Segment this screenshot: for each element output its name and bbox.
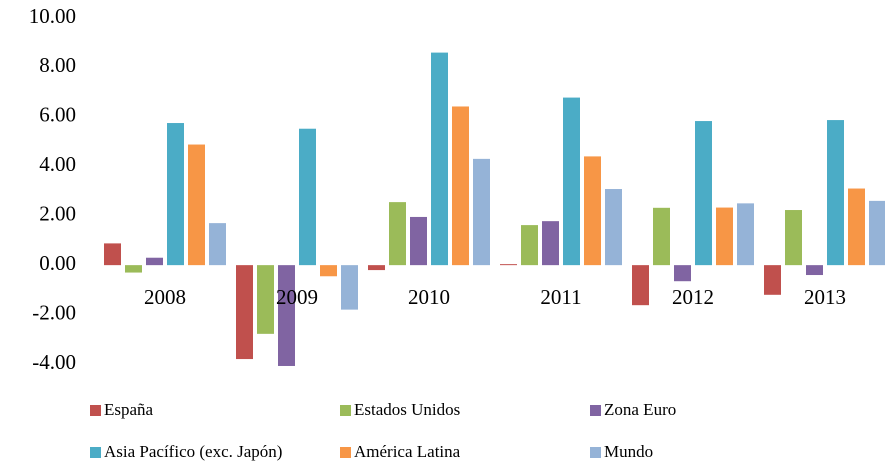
y-tick-label: -4.00	[32, 350, 76, 374]
y-tick-label: 2.00	[39, 202, 76, 226]
legend-swatch	[90, 447, 101, 458]
legend-label: Zona Euro	[604, 400, 676, 419]
bar	[827, 120, 844, 266]
bar	[542, 221, 559, 266]
bar	[806, 265, 823, 276]
x-tick-label: 2008	[144, 285, 186, 309]
bar	[500, 264, 517, 266]
y-tick-label: 6.00	[39, 103, 76, 127]
legend-label: Asia Pacífico (exc. Japón)	[104, 442, 282, 461]
y-tick-label: 10.00	[29, 4, 76, 28]
bar	[320, 265, 337, 277]
bar	[188, 144, 205, 266]
bar	[257, 265, 274, 334]
y-tick-label: -2.00	[32, 300, 76, 324]
legend-swatch	[90, 405, 101, 416]
bar	[737, 203, 754, 266]
bar	[452, 106, 469, 266]
bar	[236, 265, 253, 360]
y-tick-label: 4.00	[39, 152, 76, 176]
x-tick-label: 2009	[276, 285, 318, 309]
bar	[695, 121, 712, 266]
legend-label: Estados Unidos	[354, 400, 460, 419]
bar	[785, 210, 802, 266]
bar	[431, 52, 448, 266]
y-tick-label: 8.00	[39, 53, 76, 77]
bar	[368, 265, 385, 271]
bar	[605, 189, 622, 266]
bar	[473, 158, 490, 266]
legend-label: América Latina	[354, 442, 461, 461]
x-tick-label: 2013	[804, 285, 846, 309]
bar	[167, 123, 184, 266]
bar	[278, 265, 295, 366]
bar	[584, 156, 601, 266]
bar	[632, 265, 649, 306]
legend-swatch	[590, 405, 601, 416]
bar	[716, 207, 733, 266]
legend-label: Mundo	[604, 442, 653, 461]
bar	[848, 188, 865, 266]
bar	[125, 265, 142, 273]
bar	[764, 265, 781, 295]
bar	[209, 223, 226, 266]
bar	[104, 243, 121, 266]
x-tick-label: 2012	[672, 285, 714, 309]
x-tick-label: 2010	[408, 285, 450, 309]
bar	[563, 97, 580, 266]
legend-label: España	[104, 400, 154, 419]
bar	[341, 265, 358, 310]
y-tick-label: 0.00	[39, 251, 76, 275]
bar	[869, 200, 885, 266]
bar	[653, 207, 670, 266]
bar	[389, 202, 406, 266]
bar	[410, 216, 427, 266]
legend-swatch	[590, 447, 601, 458]
legend-swatch	[340, 405, 351, 416]
bar	[521, 225, 538, 266]
bar	[674, 265, 691, 282]
legend-swatch	[340, 447, 351, 458]
bar	[299, 128, 316, 266]
bar	[146, 257, 163, 266]
x-tick-label: 2011	[540, 285, 581, 309]
